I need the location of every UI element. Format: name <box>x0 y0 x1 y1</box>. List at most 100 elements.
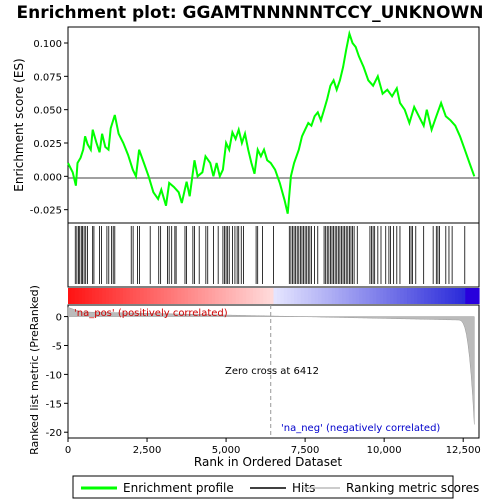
pos-label: 'na_pos' (positively correlated) <box>74 308 228 319</box>
metric-y-axis-label: Ranked list metric (PreRanked) <box>28 285 41 455</box>
color-bar-segment <box>461 288 466 304</box>
x-tick-label: 10,000 <box>367 445 402 456</box>
color-bar-segment <box>157 288 162 304</box>
color-bar-segment <box>427 288 432 304</box>
color-bar-segment <box>324 288 329 304</box>
metric-y-tick-label: -20 <box>46 428 62 439</box>
color-bar-segment <box>146 288 151 304</box>
es-y-tick-label: 0.025 <box>33 139 62 150</box>
color-bar-segment <box>191 288 196 304</box>
color-bar-segment <box>119 288 124 304</box>
color-bar-segment <box>393 288 398 304</box>
color-bar-segment <box>112 288 117 304</box>
color-bar-segment <box>88 288 93 304</box>
color-bar-segment <box>352 288 357 304</box>
color-bar-segment <box>174 288 179 304</box>
color-bar-segment <box>133 288 138 304</box>
color-bar-segment <box>407 288 412 304</box>
color-bar-segment <box>208 288 213 304</box>
color-bar-segment <box>115 288 120 304</box>
color-bar-segment <box>218 288 223 304</box>
color-bar-segment <box>95 288 100 304</box>
color-bar-segment <box>235 288 240 304</box>
color-bar-segment <box>143 288 148 304</box>
metric-y-tick-label: 0 <box>56 313 62 324</box>
zero-cross-label: Zero cross at 6412 <box>225 366 319 377</box>
color-bar-segment <box>280 288 285 304</box>
color-bar-segment <box>187 288 192 304</box>
color-bar-segment <box>184 288 189 304</box>
legend-metric-label: Ranking metric scores <box>346 481 479 495</box>
color-bar-segment <box>276 288 281 304</box>
color-bar-segment <box>232 288 237 304</box>
color-bar-segment <box>472 288 477 304</box>
color-bar-segment <box>448 288 453 304</box>
color-bar-segment <box>342 288 347 304</box>
ranking-metric-area <box>67 306 475 425</box>
color-bar-segment <box>201 288 206 304</box>
color-bar-segment <box>345 288 350 304</box>
color-bar-segment <box>71 288 76 304</box>
color-bar-segment <box>413 288 418 304</box>
color-bar-segment <box>109 288 114 304</box>
color-bar-segment <box>372 288 377 304</box>
color-bar-segment <box>205 288 210 304</box>
color-bar-segment <box>126 288 131 304</box>
color-bar-segment <box>160 288 165 304</box>
color-bar-segment <box>283 288 288 304</box>
color-bar-segment <box>129 288 134 304</box>
es-y-tick-label: 0.100 <box>33 39 62 50</box>
color-bar-segment <box>270 288 275 304</box>
color-bar-segment <box>242 288 247 304</box>
color-bar-segment <box>441 288 446 304</box>
metric-y-tick-label: -10 <box>46 370 62 381</box>
es-y-axis-label: Enrichment score (ES) <box>12 58 26 191</box>
color-bar-segment <box>403 288 408 304</box>
color-bar-segment <box>78 288 83 304</box>
es-y-tick-label: 0.000 <box>33 172 62 183</box>
rank-color-bar <box>68 288 480 304</box>
color-bar-segment <box>163 288 168 304</box>
color-bar-segment <box>167 288 172 304</box>
color-bar-segment <box>85 288 90 304</box>
color-bar-segment <box>273 288 278 304</box>
color-bar-segment <box>348 288 353 304</box>
color-bar-segment <box>362 288 367 304</box>
color-bar-segment <box>102 288 107 304</box>
es-y-tick-label: 0.075 <box>33 72 62 83</box>
color-bar-segment <box>239 288 244 304</box>
color-bar-segment <box>170 288 175 304</box>
color-bar-segment <box>465 288 470 304</box>
color-bar-segment <box>153 288 158 304</box>
color-bar-segment <box>417 288 422 304</box>
color-bar-segment <box>246 288 251 304</box>
color-bar-segment <box>74 288 79 304</box>
color-bar-segment <box>335 288 340 304</box>
legend-hits-label: Hits <box>292 481 315 495</box>
color-bar-segment <box>198 288 203 304</box>
color-bar-segment <box>249 288 254 304</box>
legend: Enrichment profile Hits Ranking metric s… <box>72 475 479 499</box>
color-bar-segment <box>139 288 144 304</box>
color-bar-segment <box>355 288 360 304</box>
color-bar-segment <box>225 288 230 304</box>
color-bar-segment <box>434 288 439 304</box>
x-tick-label: 5,000 <box>212 445 241 456</box>
color-bar-segment <box>396 288 401 304</box>
color-bar-segment <box>287 288 292 304</box>
color-bar-segment <box>410 288 415 304</box>
color-bar-segment <box>150 288 155 304</box>
x-tick-label: 2,500 <box>133 445 162 456</box>
color-bar-segment <box>228 288 233 304</box>
color-bar-segment <box>389 288 394 304</box>
x-axis-label: Rank in Ordered Dataset <box>194 455 342 469</box>
color-bar-segment <box>379 288 384 304</box>
chart-title: Enrichment plot: GGAMTNNNNNTCCY_UNKNOWN <box>17 3 484 23</box>
color-bar-segment <box>194 288 199 304</box>
color-bar-segment <box>300 288 305 304</box>
metric-y-tick-label: -5 <box>52 341 62 352</box>
color-bar-segment <box>81 288 86 304</box>
neg-label: 'na_neg' (negatively correlated) <box>281 423 440 434</box>
color-bar-segment <box>297 288 302 304</box>
